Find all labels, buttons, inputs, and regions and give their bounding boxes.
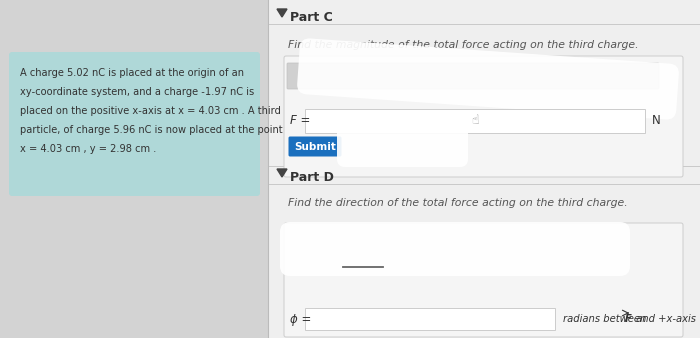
Polygon shape: [277, 169, 287, 177]
FancyBboxPatch shape: [287, 63, 659, 89]
Text: xy-coordinate system, and a charge -1.97 nC is: xy-coordinate system, and a charge -1.97…: [20, 87, 254, 97]
Text: N: N: [652, 115, 661, 127]
Text: F: F: [625, 314, 632, 324]
FancyBboxPatch shape: [280, 222, 630, 276]
Text: F =: F =: [290, 115, 310, 127]
Text: and +x-axis: and +x-axis: [633, 314, 696, 324]
Text: Part D: Part D: [290, 171, 334, 184]
FancyBboxPatch shape: [284, 56, 683, 177]
Bar: [305, 308, 555, 330]
Text: radians between: radians between: [563, 314, 650, 324]
FancyBboxPatch shape: [284, 223, 683, 337]
Text: ϕ =: ϕ =: [290, 313, 312, 325]
Text: placed on the positive x-axis at x = 4.03 cm . A third: placed on the positive x-axis at x = 4.0…: [20, 106, 281, 116]
Text: Part C: Part C: [290, 11, 332, 24]
FancyBboxPatch shape: [298, 39, 679, 120]
FancyBboxPatch shape: [288, 137, 342, 156]
Text: Find the direction of the total force acting on the third charge.: Find the direction of the total force ac…: [288, 198, 628, 208]
FancyBboxPatch shape: [337, 125, 468, 167]
Text: ☝: ☝: [471, 115, 479, 127]
Bar: [305, 109, 645, 133]
Text: particle, of charge 5.96 nC is now placed at the point: particle, of charge 5.96 nC is now place…: [20, 125, 283, 135]
Bar: [268, 0, 700, 338]
FancyBboxPatch shape: [9, 52, 260, 196]
Text: Submit: Submit: [294, 142, 336, 151]
Text: x = 4.03 cm , y = 2.98 cm .: x = 4.03 cm , y = 2.98 cm .: [20, 144, 156, 154]
Polygon shape: [277, 9, 287, 17]
Text: Find the magnitude of the total force acting on the third charge.: Find the magnitude of the total force ac…: [288, 40, 638, 50]
Text: A charge 5.02 nC is placed at the origin of an: A charge 5.02 nC is placed at the origin…: [20, 68, 244, 78]
